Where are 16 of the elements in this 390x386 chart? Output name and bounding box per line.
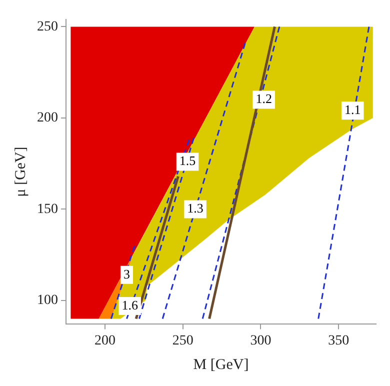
annotation: 1.6 <box>122 297 138 312</box>
y-tick-label: 200 <box>37 110 58 126</box>
annotation: 1.3 <box>187 200 204 216</box>
x-tick-label: 300 <box>250 333 272 348</box>
annotation: 1.5 <box>179 153 196 168</box>
x-tick-label: 250 <box>172 333 194 348</box>
y-tick-label: 250 <box>37 19 58 34</box>
y-tick-label: 150 <box>37 202 58 217</box>
y-tick-label: 100 <box>37 293 58 308</box>
annotation: 1.2 <box>256 91 272 106</box>
x-tick-label: 350 <box>328 333 350 348</box>
x-axis-title: M [GeV] <box>193 356 249 373</box>
annotation: 1.1 <box>344 102 361 118</box>
x-tick-label: 200 <box>94 333 116 348</box>
y-axis-title: μ [GeV] <box>12 146 29 197</box>
annotation: 3 <box>124 266 130 282</box>
